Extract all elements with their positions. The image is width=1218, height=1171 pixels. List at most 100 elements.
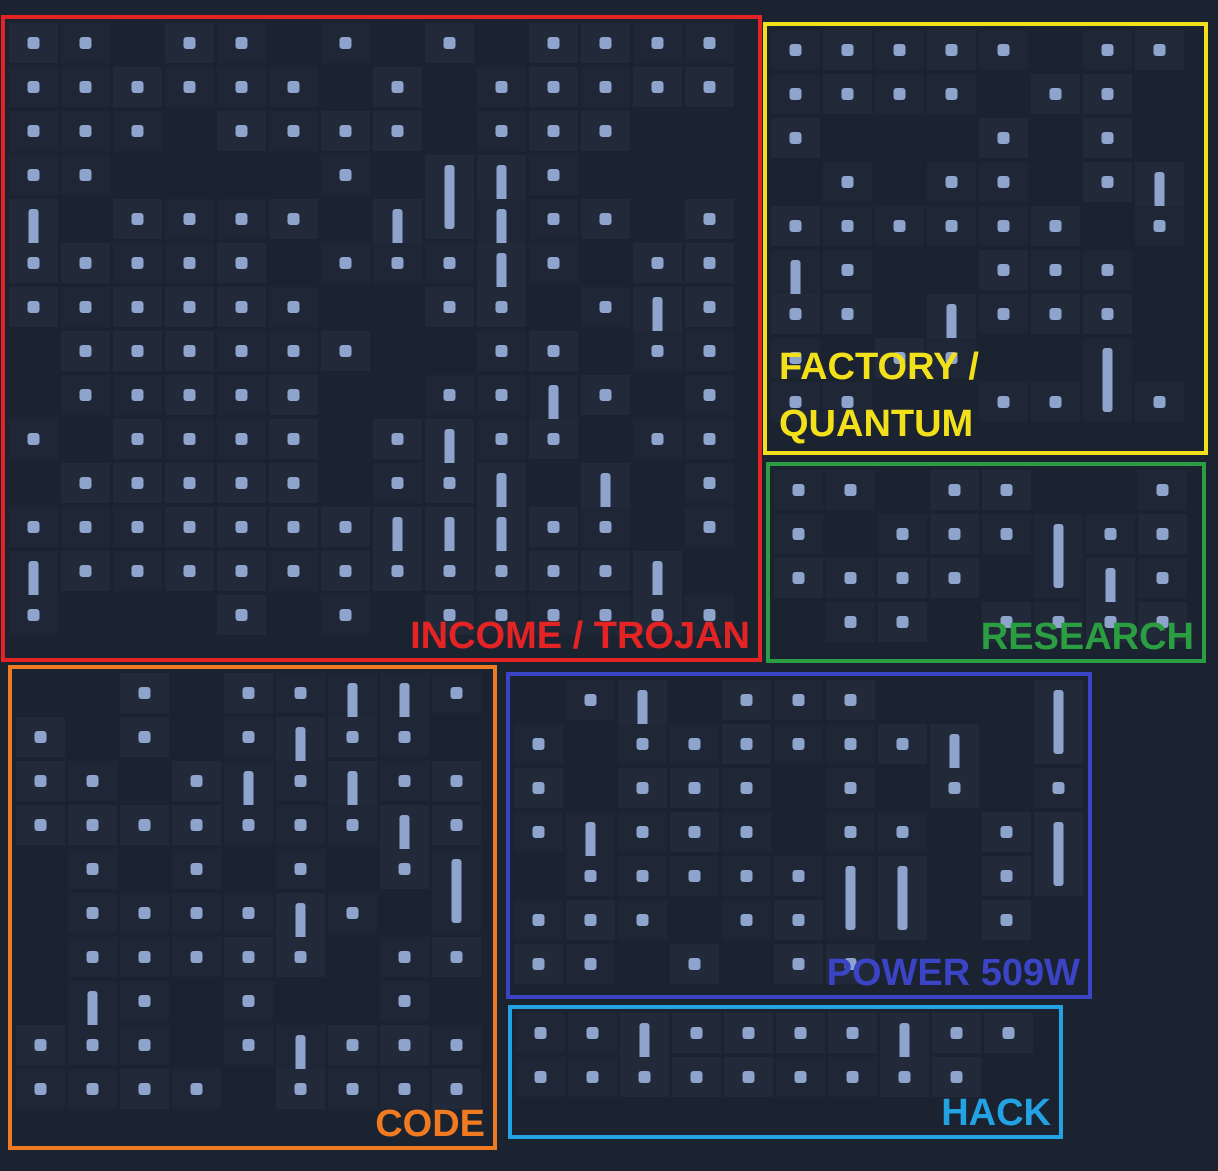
icon — [547, 609, 560, 621]
icon — [703, 345, 716, 357]
icon — [703, 257, 716, 269]
icon — [86, 1039, 99, 1051]
icon — [547, 169, 560, 181]
icon — [495, 389, 508, 401]
icon — [599, 301, 612, 313]
icon — [688, 958, 701, 970]
icon — [740, 782, 753, 794]
icon — [792, 694, 805, 706]
icon — [844, 826, 857, 838]
icon — [792, 870, 805, 882]
icon — [398, 863, 411, 875]
icon — [86, 907, 99, 919]
icon — [742, 1027, 755, 1039]
tiles — [9, 23, 1187, 1109]
icon — [34, 1083, 47, 1095]
icon — [789, 88, 802, 100]
icon — [242, 819, 255, 831]
icon — [841, 308, 854, 320]
icon — [27, 257, 40, 269]
icon — [846, 1027, 859, 1039]
icon — [792, 958, 805, 970]
icon — [547, 213, 560, 225]
icon — [690, 1071, 703, 1083]
icon — [740, 738, 753, 750]
icon — [138, 731, 151, 743]
icon — [547, 345, 560, 357]
icon — [893, 352, 906, 364]
icon — [287, 213, 300, 225]
icon — [235, 345, 248, 357]
icon — [242, 995, 255, 1007]
icon — [391, 477, 404, 489]
region-label: INCOME / TROJAN — [410, 615, 750, 657]
icon — [534, 1071, 547, 1083]
icon — [450, 687, 463, 699]
icon — [339, 37, 352, 49]
icon — [945, 352, 958, 364]
region-frame — [763, 22, 1208, 455]
icon — [703, 609, 716, 621]
icon — [391, 81, 404, 93]
icon — [183, 565, 196, 577]
icon — [688, 782, 701, 794]
icon — [235, 81, 248, 93]
icon — [651, 433, 664, 445]
icon — [294, 1083, 307, 1095]
icon — [1049, 396, 1062, 408]
icon — [740, 694, 753, 706]
icon — [444, 165, 455, 229]
icon — [287, 433, 300, 445]
icon — [183, 213, 196, 225]
icon — [703, 521, 716, 533]
icon — [131, 433, 144, 445]
icon — [138, 1083, 151, 1095]
icon — [651, 257, 664, 269]
icon — [1101, 176, 1114, 188]
icon — [79, 389, 92, 401]
icon — [339, 609, 352, 621]
icon — [893, 88, 906, 100]
icon — [1101, 308, 1114, 320]
icon — [1156, 528, 1169, 540]
icon — [1000, 484, 1013, 496]
icon — [27, 37, 40, 49]
icon — [235, 37, 248, 49]
frames: INCOME / TROJAN FACTORY / QUANTUM RESEARCH C… — [1, 15, 1208, 1150]
region-frame — [8, 665, 497, 1150]
icon — [844, 616, 857, 628]
icon — [599, 609, 612, 621]
icon — [391, 125, 404, 137]
icon — [131, 257, 144, 269]
icon — [1000, 870, 1013, 882]
icon — [1049, 308, 1062, 320]
icon — [190, 951, 203, 963]
icon — [190, 775, 203, 787]
icon — [287, 565, 300, 577]
icon — [294, 863, 307, 875]
icon — [898, 1071, 911, 1083]
icon — [997, 396, 1010, 408]
icon — [636, 738, 649, 750]
icon — [703, 477, 716, 489]
icon — [294, 775, 307, 787]
icon — [495, 81, 508, 93]
icon — [636, 782, 649, 794]
icon — [1002, 1027, 1015, 1039]
icon — [1049, 264, 1062, 276]
icon — [131, 81, 144, 93]
icon — [586, 1027, 599, 1039]
icon — [997, 132, 1010, 144]
icon — [34, 731, 47, 743]
icon — [1153, 396, 1166, 408]
icon — [841, 44, 854, 56]
icon — [235, 301, 248, 313]
icon — [495, 301, 508, 313]
icon — [547, 565, 560, 577]
icon — [391, 257, 404, 269]
region-label: HACK — [941, 1092, 1051, 1134]
icon — [138, 951, 151, 963]
icon — [190, 819, 203, 831]
icon — [183, 301, 196, 313]
icon — [138, 1039, 151, 1051]
